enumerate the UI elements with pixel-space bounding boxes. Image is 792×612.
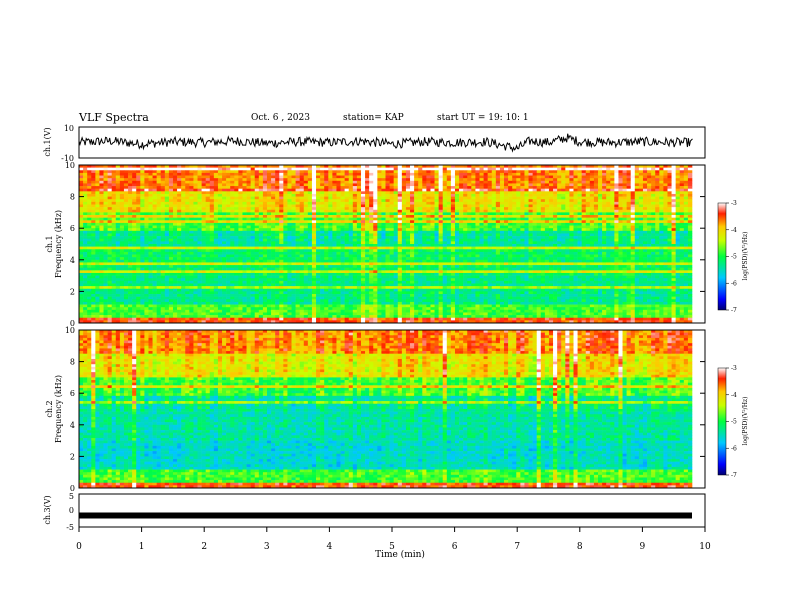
xtick-label: 1 <box>139 542 145 552</box>
ytick-label: 0 <box>70 484 75 493</box>
colorbar-tick-label: -6 <box>731 280 737 287</box>
ytick-label: 8 <box>70 358 75 367</box>
ytick-label: 4 <box>70 421 75 430</box>
ch1-spec-ylabel-channel: ch.1 <box>45 235 54 252</box>
ch1-ylabel: ch.1(V) <box>43 127 52 156</box>
ch1-waveform-panel: 10 -10 ch.1(V) <box>43 124 706 163</box>
ch1-colorbar-label: log(PSD)(V²/Hz) <box>742 232 749 281</box>
ch1-spec-ylabel: Frequency (kHz) <box>54 210 63 278</box>
colorbar-tick-label: -4 <box>731 227 737 234</box>
ch1-spectrogram-cells <box>79 165 693 324</box>
x-axis-label: Time (min) <box>375 549 425 560</box>
colorbar-tick-label: -3 <box>731 365 737 372</box>
colorbar-tick-label: -7 <box>731 307 737 314</box>
xtick-label: 4 <box>327 542 333 552</box>
colorbar-tick-label: -4 <box>731 392 737 399</box>
station-label: station= KAP <box>343 113 404 123</box>
colorbar-tick-label: -5 <box>731 419 737 426</box>
ch1-waveform-line <box>78 133 693 153</box>
ytick-label: 8 <box>70 193 75 202</box>
start-time-label: start UT = 19: 10: 1 <box>437 113 529 123</box>
ytick-label: 10 <box>65 326 75 335</box>
xtick-label: 6 <box>452 542 458 552</box>
ch3-ylabel: ch.3(V) <box>43 495 52 524</box>
xtick-label: 10 <box>699 542 711 552</box>
colorbar-tick-label: -6 <box>731 445 737 452</box>
colorbar-tick-label: -7 <box>731 472 737 479</box>
ch1-ytick-top: 10 <box>64 124 74 133</box>
xtick-label: 0 <box>76 542 82 552</box>
ytick-label: 0 <box>70 319 75 328</box>
ytick-label: 6 <box>70 389 75 398</box>
xtick-label: 8 <box>577 542 583 552</box>
ytick-label: 2 <box>70 452 75 461</box>
date-label: Oct. 6 , 2023 <box>251 113 310 123</box>
ch2-spectrogram-cells <box>79 330 693 489</box>
ch3-ytick-0: 0 <box>69 506 74 515</box>
colorbar-tick-label: -5 <box>731 254 737 261</box>
ytick-label: 4 <box>70 256 75 265</box>
xtick-label: 5 <box>389 542 395 552</box>
ch1-colorbar <box>717 202 727 311</box>
ch1-ytick-bottom: -10 <box>61 154 74 163</box>
ch3-ytick-5: 5 <box>69 492 74 501</box>
ch2-spec-ylabel-channel: ch.2 <box>45 400 54 417</box>
xtick-label: 2 <box>201 542 207 552</box>
ytick-label: 6 <box>70 224 75 233</box>
chart-title: VLF Spectra <box>79 111 149 124</box>
ch2-spec-ylabel: Frequency (kHz) <box>54 375 63 443</box>
ytick-label: 2 <box>70 287 75 296</box>
ch3-ytick-minus5: -5 <box>66 523 74 532</box>
ch3-waveform-panel: 5 0 -5 ch.3(V) 0 1 2 3 4 5 6 7 8 9 10 Time (min) <box>43 492 711 560</box>
xtick-label: 9 <box>640 542 646 552</box>
colorbar-tick-label: -3 <box>731 200 737 207</box>
ch2-colorbar <box>717 367 727 476</box>
xtick-label: 7 <box>514 542 520 552</box>
ch2-colorbar-label: log(PSD)(V²/Hz) <box>742 397 749 446</box>
xtick-label: 3 <box>264 542 270 552</box>
ch3-waveform-line <box>79 512 692 519</box>
ytick-label: 10 <box>65 161 75 170</box>
